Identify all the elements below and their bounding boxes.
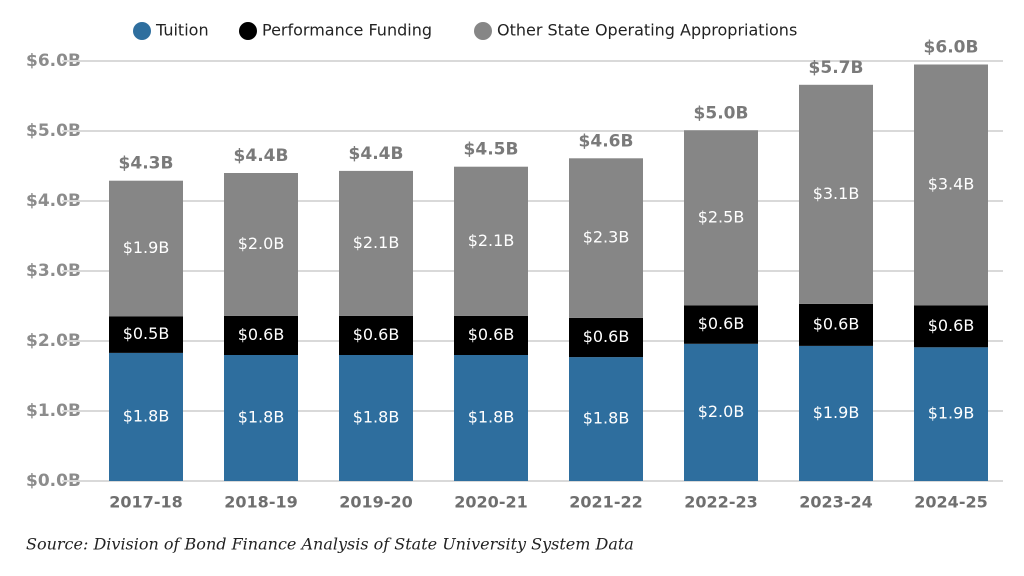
- legend-marker: [474, 22, 492, 40]
- bar-segment: [914, 347, 988, 481]
- value-label: $0.5B: [123, 324, 170, 343]
- x-tick-label: 2017-18: [109, 493, 182, 512]
- bar-segment: [569, 317, 643, 358]
- total-label: $4.4B: [234, 146, 289, 166]
- value-label: $2.0B: [238, 234, 285, 253]
- value-label: $2.0B: [698, 402, 745, 421]
- bar-segment: [684, 130, 758, 306]
- y-tick-label: $6.0B: [26, 51, 81, 71]
- source-note: Source: Division of Bond Finance Analysi…: [26, 535, 634, 554]
- value-label: $1.9B: [813, 403, 860, 422]
- y-tick-label: $1.0B: [26, 401, 81, 421]
- value-label: $0.6B: [698, 314, 745, 333]
- value-label: $3.1B: [813, 184, 860, 203]
- bar-segment: [684, 305, 758, 344]
- bar-segment: [339, 170, 413, 316]
- bar-segment: [224, 315, 298, 355]
- legend-marker: [239, 22, 257, 40]
- bar-segment: [224, 355, 298, 481]
- bar-segment: [109, 180, 183, 317]
- x-tick-label: 2024-25: [914, 493, 987, 512]
- value-label: $0.6B: [353, 325, 400, 344]
- value-label: $0.6B: [813, 314, 860, 333]
- legend-marker: [133, 22, 151, 40]
- total-label: $4.5B: [464, 140, 519, 160]
- bar-segment: [109, 316, 183, 353]
- total-label: $5.0B: [694, 103, 749, 123]
- bar-segment: [569, 357, 643, 481]
- y-tick-label: $5.0B: [26, 121, 81, 141]
- total-label: $4.3B: [119, 154, 174, 174]
- bar-segment: [454, 166, 528, 316]
- bar-segment: [109, 352, 183, 481]
- bar-segment: [914, 305, 988, 348]
- legend-label: Performance Funding: [262, 21, 432, 40]
- value-label: $1.8B: [583, 409, 630, 428]
- value-label: $2.5B: [698, 207, 745, 226]
- x-tick-label: 2019-20: [339, 493, 412, 512]
- bar-segment: [339, 315, 413, 355]
- value-label: $1.9B: [123, 238, 170, 257]
- bar-segment: [339, 355, 413, 481]
- value-label: $1.8B: [123, 406, 170, 425]
- x-tick-label: 2018-19: [224, 493, 297, 512]
- bar-segment: [799, 303, 873, 346]
- x-tick-label: 2022-23: [684, 493, 757, 512]
- legend-label: Other State Operating Appropriations: [497, 21, 797, 40]
- value-label: $0.6B: [583, 327, 630, 346]
- y-tick-label: $0.0B: [26, 471, 81, 491]
- value-label: $1.8B: [353, 408, 400, 427]
- bar-segment: [914, 64, 988, 306]
- value-label: $2.1B: [468, 231, 515, 250]
- value-label: $0.6B: [468, 325, 515, 344]
- bar-segment: [799, 345, 873, 481]
- total-label: $6.0B: [924, 38, 979, 58]
- y-tick-label: $4.0B: [26, 191, 81, 211]
- bar-segment: [224, 173, 298, 316]
- y-tick-label: $2.0B: [26, 331, 81, 351]
- value-label: $1.8B: [238, 408, 285, 427]
- value-label: $2.3B: [583, 228, 630, 247]
- value-label: $3.4B: [928, 174, 975, 193]
- bar-segment: [454, 355, 528, 481]
- x-tick-label: 2021-22: [569, 493, 642, 512]
- value-label: $0.6B: [928, 316, 975, 335]
- bar-segment: [454, 315, 528, 355]
- bar-segment: [684, 343, 758, 481]
- value-label: $0.6B: [238, 325, 285, 344]
- y-tick-label: $3.0B: [26, 261, 81, 281]
- total-label: $5.7B: [809, 58, 864, 78]
- bar-segment: [799, 84, 873, 304]
- total-label: $4.4B: [349, 144, 404, 164]
- value-label: $1.9B: [928, 404, 975, 423]
- value-label: $2.1B: [353, 233, 400, 252]
- x-tick-label: 2023-24: [799, 493, 872, 512]
- value-label: $1.8B: [468, 408, 515, 427]
- total-label: $4.6B: [579, 131, 634, 151]
- bar-segment: [569, 158, 643, 318]
- x-tick-label: 2020-21: [454, 493, 527, 512]
- legend-label: Tuition: [155, 21, 209, 40]
